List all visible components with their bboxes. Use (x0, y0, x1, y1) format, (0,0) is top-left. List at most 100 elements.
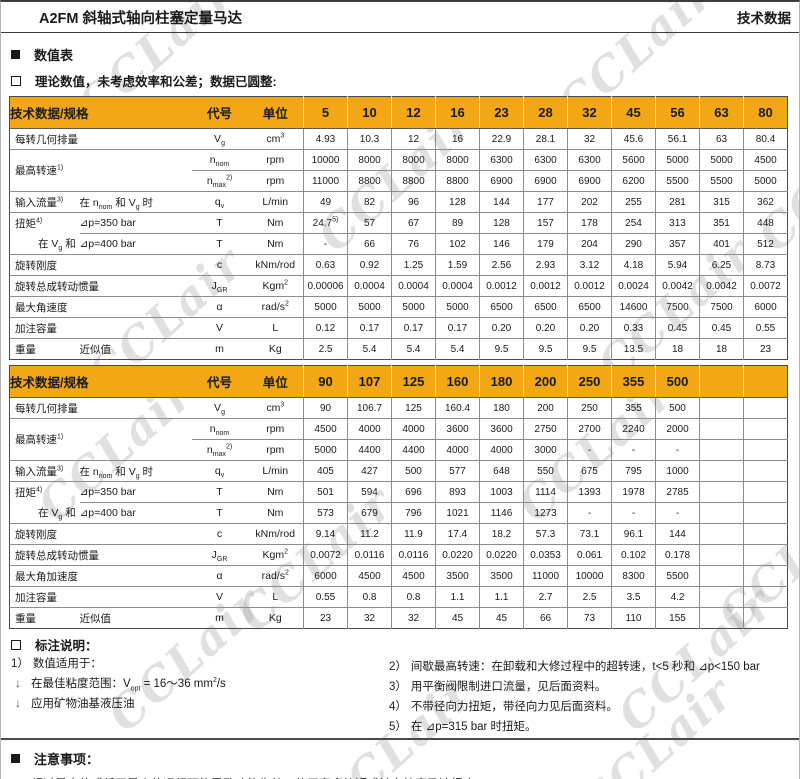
footnote-item: 2） 间歇最高转速：在卸载和大修过程中的超转速，t<5 秒和 ⊿p<150 bar (389, 656, 799, 676)
value-cell: 4000 (347, 418, 392, 440)
size-header-cell: 180 (479, 365, 524, 398)
footnote-text: 不带径向力扭矩，带径向力见后面资料。 (410, 701, 618, 713)
footnote-number: 3） (389, 681, 407, 693)
value-cell: 0.102 (611, 544, 656, 566)
value-cell: - (655, 439, 700, 461)
value-cell: 281 (655, 191, 700, 213)
value-cell (699, 523, 744, 545)
value-cell: 255 (611, 191, 656, 213)
value-cell: 0.20 (567, 317, 612, 339)
value-cell: 8800 (347, 170, 392, 192)
unit-cell: cm3 (247, 128, 304, 150)
spec-header-cell: 技术数据/规格 (9, 96, 192, 129)
code-cell: T (191, 502, 248, 524)
code-cell: nnom (191, 418, 248, 440)
value-cell: 5500 (699, 170, 744, 192)
page-title: A2FM 斜轴式轴向柱塞定量马达 (39, 10, 242, 27)
value-cell: 89 (435, 212, 480, 234)
value-cell: - (611, 439, 656, 461)
spec-table: 技术数据/规格 代号 单位 5 10 12 16 23 28 32 45 56 63 80 每转几何排量 Vg… (9, 96, 789, 360)
value-cell: 0.0024 (611, 275, 656, 297)
open-square-icon (11, 75, 21, 86)
table-row: 旋转刚度 c kNm/rod 0.63 0.92 1.25 1.59 2.56 2.93 3.12… (9, 254, 788, 276)
value-cell: 362 (743, 191, 788, 213)
row-sublabel: 在 nnom 和 Vg 时 (79, 460, 192, 482)
value-cell: 12 (391, 128, 436, 150)
footnote-item: 1） 数值适用于： (11, 653, 389, 673)
row-sublabel: 在 nnom 和 Vg 时 (79, 191, 192, 213)
value-cell: 80.4 (743, 128, 788, 150)
table-row: nmax2) rpm 5000 4400 4400 4000 4000 3000- - - (10, 439, 788, 461)
row-sublabel: ⊿p=400 bar (79, 233, 192, 255)
value-cell: 18 (699, 338, 744, 360)
table-row: 在 Vg 和 ⊿p=400 bar T Nm -66 76 102 146 179 204 290 3… (9, 233, 788, 255)
size-header-cell: 200 (523, 365, 568, 398)
value-cell: - (567, 439, 612, 461)
size-header-cell: 16 (435, 96, 480, 129)
value-cell: 6000 (743, 296, 788, 318)
size-header-cell: 90 (303, 365, 348, 398)
row-label: 扭矩4) (15, 486, 43, 499)
value-cell: 45 (479, 607, 524, 629)
footnote-text: 在最佳粘度范围：Vopt = 16～36 mm2/s (31, 677, 226, 693)
unit-cell: rpm (247, 439, 304, 461)
size-header-cell: 45 (611, 96, 656, 129)
value-cell: 0.0220 (435, 544, 480, 566)
value-cell: 6300 (567, 149, 612, 171)
value-cell: 0.55 (743, 317, 788, 339)
value-cell: 696 (391, 481, 436, 503)
footnote-number: 4） (389, 701, 407, 713)
value-cell: 14600 (611, 296, 656, 318)
value-cell: 1003 (479, 481, 524, 503)
value-cell: 357 (655, 233, 700, 255)
value-cell: 5.4 (391, 338, 436, 360)
footnote-text: 数值适用于： (32, 658, 102, 670)
value-cell: 250 (567, 397, 612, 419)
footnote-number: 1） (11, 658, 29, 670)
value-cell: 6200 (611, 170, 656, 192)
value-cell: - (611, 502, 656, 524)
value-cell: 16 (435, 128, 480, 150)
value-cell: 106.7 (347, 397, 392, 419)
value-cell: 56.1 (655, 128, 700, 150)
notice-text: 超过最大值或低于最小值运行可能导致功能失效、使用寿命缩短或轴向柱塞马达报废。 (31, 776, 487, 779)
value-cell: 5000 (391, 296, 436, 318)
value-cell: 5600 (611, 149, 656, 171)
unit-cell: Kg (268, 612, 282, 624)
row-label: 旋转总成转动惯量 (9, 275, 192, 297)
unit-cell: Kg (268, 343, 282, 355)
code-header-cell: 代号 (191, 365, 248, 398)
footnote-item: 3） 用平衡阀限制进口流量，见后面资料。 (389, 676, 799, 696)
value-cell: 128 (435, 191, 480, 213)
size-header-cell: 80 (743, 96, 788, 129)
value-cell (743, 397, 788, 419)
code-cell: Vg (191, 128, 248, 150)
value-cell: 0.20 (479, 317, 524, 339)
section-values-table: 数值表 (11, 45, 799, 64)
code-cell: α (191, 565, 248, 587)
value-cell: 179 (523, 233, 568, 255)
value-cell: 6900 (567, 170, 612, 192)
row-label: 在 Vg 和 (9, 233, 80, 255)
value-cell: 0.8 (347, 586, 392, 608)
value-cell: 8000 (347, 149, 392, 171)
value-cell (743, 418, 788, 440)
value-cell: 401 (699, 233, 744, 255)
row-sublabel: 近似值 (79, 612, 112, 625)
footnotes: 标注说明： 1） 数值适用于： ↓ 在最佳粘度范围：Vopt = 16～36 mm2/… (1, 636, 799, 733)
value-cell: 2.5 (567, 586, 612, 608)
value-cell: 178 (567, 212, 612, 234)
footnote-text: 间歇最高转速：在卸载和大修过程中的超转速，t<5 秒和 ⊿p<150 bar (410, 661, 760, 673)
value-cell: 96.1 (611, 523, 656, 545)
value-cell: 0.0116 (347, 544, 392, 566)
value-cell: 6500 (567, 296, 612, 318)
row-label: 加注容量 (9, 586, 192, 608)
value-cell: 1000 (655, 460, 700, 482)
table-row: 在 Vg 和 ⊿p=400 bar T Nm 573 679 796 1021 1146 1273… (9, 502, 788, 524)
footnote-item: 5）在 ⊿p=315 bar 时扭矩。 (389, 716, 799, 736)
value-cell: 0.0012 (479, 275, 524, 297)
footnote-text: 应用矿物油基液压油 (31, 698, 135, 710)
row-sublabel: 近似值 (79, 343, 112, 356)
value-cell: 63 (699, 128, 744, 150)
row-label: 旋转刚度 (9, 523, 192, 545)
